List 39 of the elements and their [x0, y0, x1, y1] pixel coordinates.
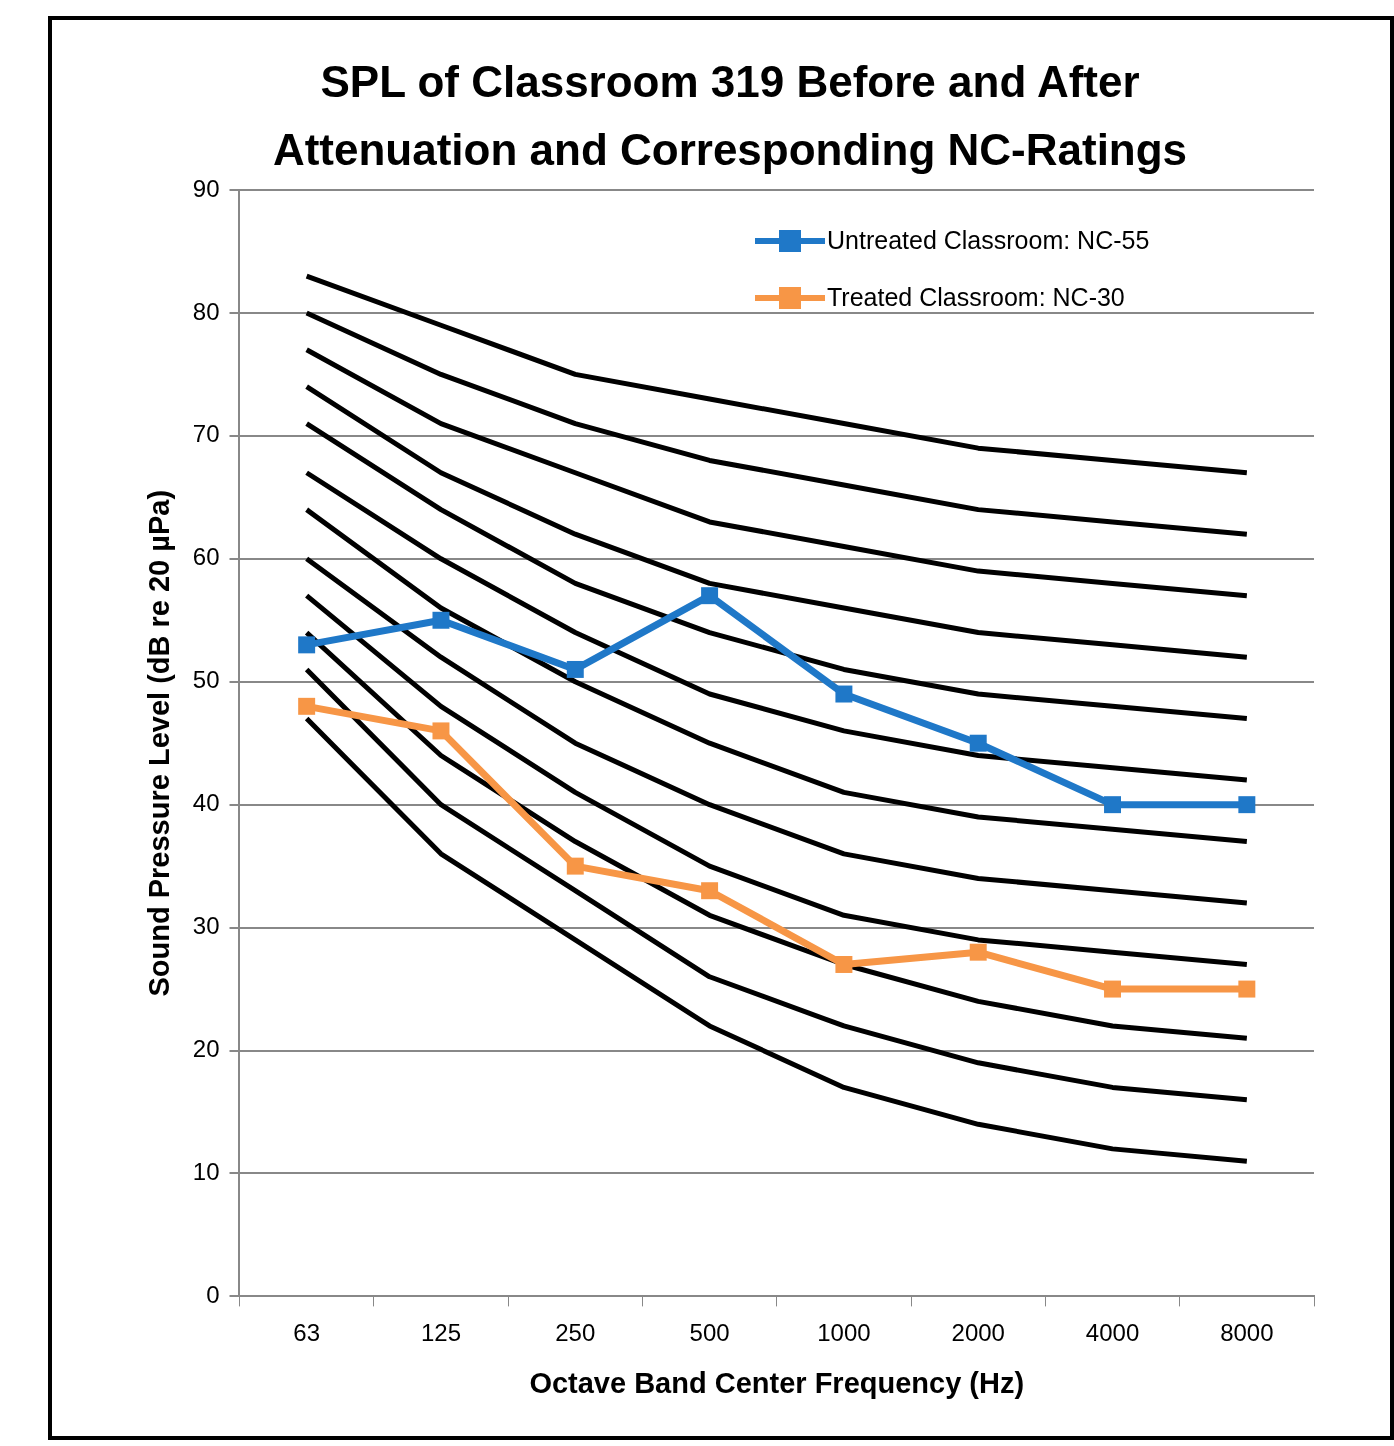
x-tick-label: 4000: [1085, 1319, 1140, 1347]
y-tick-label: 50: [192, 666, 220, 694]
point: [701, 882, 719, 900]
point: [432, 722, 450, 740]
y-tick-label: 40: [192, 789, 220, 817]
point: [432, 611, 450, 629]
y-tick-label: 70: [192, 420, 220, 448]
y-tick-label: 80: [192, 297, 220, 325]
y-axis-title: Sound Pressure Level (dB re 20 µPa): [143, 489, 176, 997]
x-tick-label: 125: [420, 1319, 461, 1347]
y-tick-label: 30: [192, 912, 220, 940]
legend-label: Treated Classroom: NC-30: [827, 283, 1125, 312]
x-tick-label: 63: [293, 1319, 320, 1347]
point: [298, 697, 316, 715]
y-tick-label: 90: [192, 174, 220, 202]
x-axis-title: Octave Band Center Frequency (Hz): [529, 1366, 1025, 1399]
point: [566, 857, 584, 875]
point: [1238, 980, 1256, 998]
point: [701, 587, 719, 605]
point: [835, 956, 853, 973]
point: [1104, 796, 1122, 814]
y-tick-label: 10: [192, 1158, 220, 1186]
point: [969, 943, 987, 961]
y-tick-label: 20: [192, 1035, 220, 1063]
point: [566, 660, 584, 678]
x-tick-label: 2000: [951, 1319, 1005, 1347]
point: [298, 636, 316, 654]
chart-title: SPL of Classroom 319 Before and After Attenuation and Corresponding NC-Ratings: [271, 56, 1189, 176]
y-tick-label: 0: [206, 1281, 220, 1309]
point: [1104, 980, 1122, 998]
x-tick-label: 500: [689, 1319, 730, 1347]
point: [969, 734, 987, 752]
legend-label: Untreated Classroom: NC-55: [827, 226, 1150, 255]
x-tick-label: 250: [555, 1319, 596, 1347]
y-tick-label: 60: [192, 543, 220, 571]
x-tick-label: 1000: [817, 1319, 871, 1347]
point: [835, 685, 853, 703]
point: [1238, 796, 1256, 814]
x-tick-label: 8000: [1220, 1319, 1274, 1347]
